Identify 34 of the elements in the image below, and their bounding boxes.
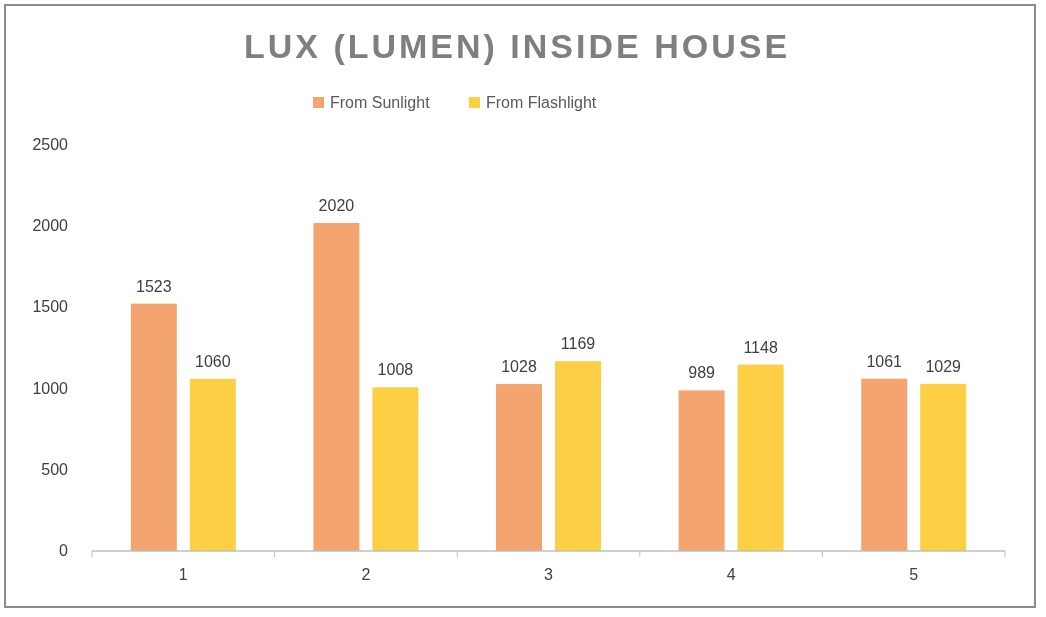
x-tick-label: 3 bbox=[544, 566, 554, 583]
bar bbox=[189, 378, 236, 551]
data-label: 1148 bbox=[743, 338, 778, 356]
bar bbox=[861, 378, 908, 551]
bar bbox=[920, 383, 967, 551]
bar bbox=[372, 387, 419, 551]
y-tick-label: 2000 bbox=[32, 217, 69, 235]
x-tick-label: 5 bbox=[909, 566, 919, 583]
y-tick-label: 0 bbox=[59, 542, 69, 559]
x-tick-label: 4 bbox=[726, 566, 736, 583]
y-tick-label: 2500 bbox=[32, 136, 69, 153]
data-label: 1061 bbox=[866, 352, 903, 370]
data-label: 1060 bbox=[195, 352, 231, 370]
data-label: 1029 bbox=[925, 357, 962, 375]
legend-label: From Sunlight bbox=[330, 94, 431, 111]
bar bbox=[678, 390, 725, 551]
y-tick-label: 1000 bbox=[32, 379, 69, 397]
x-tick-label: 2 bbox=[361, 566, 371, 583]
data-label: 2020 bbox=[318, 196, 355, 214]
bar bbox=[313, 222, 360, 551]
bar bbox=[555, 361, 601, 551]
y-tick-label: 1500 bbox=[32, 298, 69, 316]
bar bbox=[737, 364, 784, 551]
y-tick-label: 500 bbox=[41, 460, 69, 478]
data-label: 1008 bbox=[377, 361, 414, 379]
data-label: 1169 bbox=[560, 335, 596, 353]
chart-title: LUX (LUMEN) INSIDE HOUSE bbox=[243, 27, 791, 65]
data-label: 1523 bbox=[136, 277, 172, 295]
bar bbox=[130, 303, 177, 551]
legend-label: From Flashlight bbox=[486, 94, 597, 111]
x-tick-label: 1 bbox=[178, 566, 188, 583]
data-label: 989 bbox=[688, 364, 716, 382]
bar bbox=[496, 384, 542, 551]
data-label: 1028 bbox=[501, 358, 537, 376]
